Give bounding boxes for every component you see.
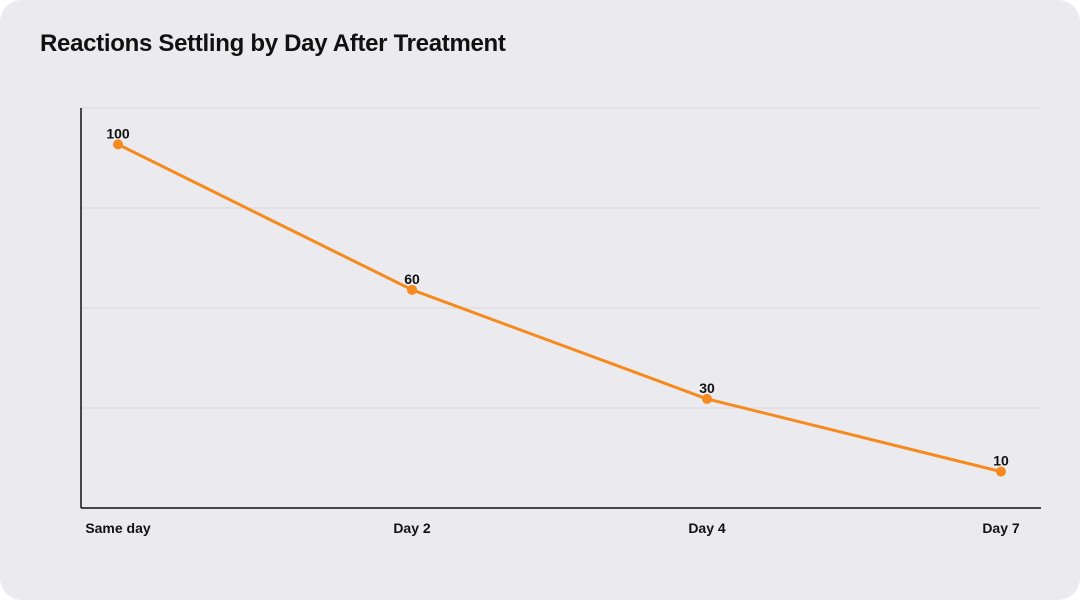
- data-label: 30: [699, 380, 715, 396]
- grid-lines: [81, 107, 1041, 409]
- data-label: 10: [993, 453, 1009, 469]
- data-point: [113, 139, 123, 150]
- x-tick-label: Day 7: [982, 520, 1020, 536]
- data-point: [996, 466, 1006, 477]
- x-tick-label: Same day: [85, 520, 151, 536]
- x-tick-label: Day 2: [393, 520, 431, 536]
- labels-layer: Same day Day 2 Day 4 Day 7 100 60 30 10: [85, 125, 1020, 536]
- data-point: [407, 284, 417, 295]
- chart-title: Reactions Settling by Day After Treatmen…: [40, 30, 506, 57]
- data-label: 60: [404, 271, 420, 287]
- x-tick-label: Day 4: [688, 520, 726, 536]
- series-layer: [113, 139, 1006, 477]
- axes: [80, 108, 1041, 509]
- data-label: 100: [106, 125, 130, 141]
- data-point: [702, 393, 712, 404]
- series-line: [116, 142, 1003, 474]
